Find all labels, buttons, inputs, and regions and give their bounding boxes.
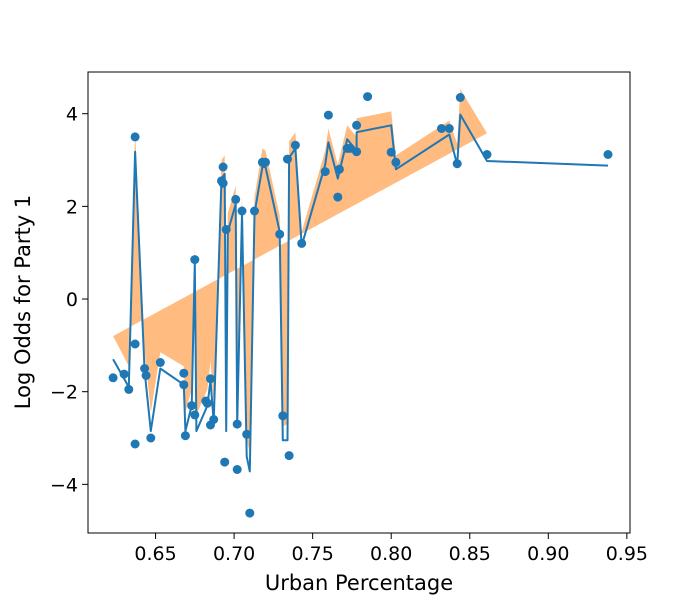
x-tick-label: 0.80 bbox=[370, 543, 412, 565]
data-point bbox=[482, 150, 492, 159]
data-point bbox=[363, 92, 373, 102]
y-tick-label: −4 bbox=[50, 474, 78, 496]
data-point bbox=[232, 465, 242, 474]
fit-line bbox=[112, 113, 609, 473]
x-axis-label: Urban Percentage bbox=[265, 571, 453, 595]
y-axis-ticks: −4 −2 0 2 4 bbox=[50, 104, 88, 496]
y-tick-label: −2 bbox=[50, 382, 78, 404]
y-axis-label: Log Odds for Party 1 bbox=[11, 195, 35, 409]
data-point bbox=[261, 157, 270, 167]
data-point bbox=[391, 157, 401, 167]
data-point bbox=[190, 410, 200, 420]
data-point bbox=[352, 120, 362, 130]
data-point bbox=[130, 339, 140, 349]
data-point bbox=[220, 457, 230, 467]
data-point bbox=[108, 373, 118, 383]
data-point bbox=[179, 368, 189, 378]
data-point bbox=[124, 384, 134, 394]
data-point bbox=[218, 162, 228, 172]
data-point bbox=[290, 140, 300, 150]
data-point bbox=[187, 401, 197, 411]
data-point bbox=[352, 147, 362, 157]
data-point bbox=[437, 124, 446, 133]
data-point bbox=[190, 255, 200, 265]
y-tick-label: 0 bbox=[66, 289, 78, 311]
data-point bbox=[155, 358, 165, 367]
data-point bbox=[231, 194, 241, 204]
y-tick-label: 2 bbox=[66, 196, 78, 218]
data-point bbox=[209, 415, 219, 424]
data-point bbox=[141, 371, 151, 380]
plot-frame bbox=[87, 71, 631, 534]
data-point bbox=[283, 154, 292, 164]
data-point bbox=[232, 419, 242, 429]
data-point bbox=[130, 132, 140, 142]
data-point bbox=[323, 110, 333, 120]
x-axis-ticks: 0.65 0.70 0.75 0.80 0.85 0.90 0.95 bbox=[134, 533, 648, 565]
data-point bbox=[386, 147, 396, 157]
data-point bbox=[278, 411, 288, 421]
data-point bbox=[334, 164, 344, 174]
data-point bbox=[250, 206, 259, 216]
data-point bbox=[140, 364, 150, 373]
data-point bbox=[603, 150, 613, 159]
data-point bbox=[218, 178, 228, 188]
data-point bbox=[206, 374, 215, 384]
x-tick-label: 0.95 bbox=[606, 543, 648, 565]
data-point bbox=[237, 206, 247, 216]
data-point bbox=[202, 398, 212, 408]
data-point bbox=[297, 238, 307, 248]
data-point bbox=[119, 369, 129, 379]
data-point bbox=[179, 380, 189, 390]
x-tick-label: 0.90 bbox=[527, 543, 569, 565]
data-point bbox=[146, 433, 156, 443]
confidence-band bbox=[113, 89, 487, 453]
data-point bbox=[130, 439, 140, 449]
data-point bbox=[284, 451, 294, 461]
data-points-layer bbox=[108, 92, 613, 518]
data-point bbox=[180, 431, 190, 441]
x-tick-label: 0.75 bbox=[291, 543, 333, 565]
data-point bbox=[275, 229, 285, 239]
y-tick-label: 4 bbox=[66, 104, 78, 126]
fit-line-layer bbox=[112, 113, 609, 473]
data-point bbox=[245, 508, 255, 518]
data-point bbox=[320, 167, 330, 177]
data-point bbox=[242, 429, 252, 439]
data-point bbox=[455, 93, 465, 102]
x-tick-label: 0.85 bbox=[449, 543, 491, 565]
x-tick-label: 0.70 bbox=[213, 543, 255, 565]
data-point bbox=[444, 124, 454, 133]
x-tick-label: 0.65 bbox=[134, 543, 176, 565]
data-point bbox=[333, 192, 343, 202]
data-point bbox=[452, 159, 462, 169]
data-point bbox=[221, 225, 231, 234]
confidence-band-layer bbox=[113, 89, 487, 453]
